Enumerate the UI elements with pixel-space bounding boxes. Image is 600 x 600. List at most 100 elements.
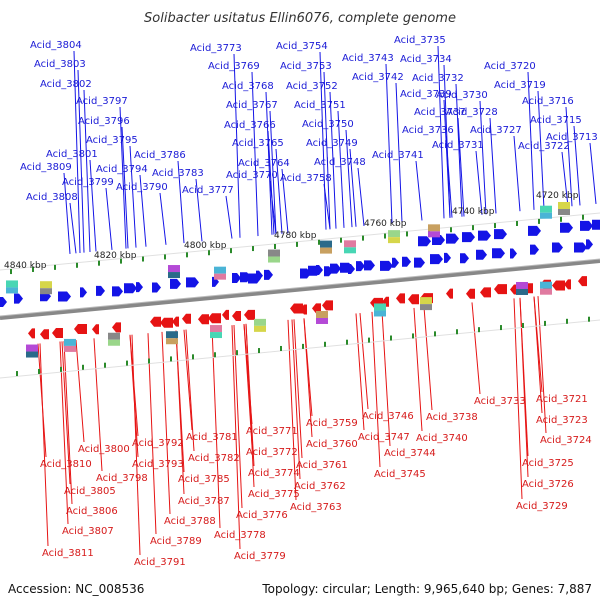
forward-gene-arrow [460,253,469,264]
forward-label-connector [275,148,283,234]
forward-label-connector [119,106,127,249]
tick-mark [566,318,568,324]
reverse-gene-label: Acid_3760 [306,439,358,450]
forward-label-connector [443,99,451,218]
forward-gene-label: Acid_3801 [46,149,98,160]
forward-gene-arrow [492,248,505,259]
reverse-gene-arrow [408,294,419,305]
reverse-gene-label: Acid_3810 [40,459,92,470]
forward-gene-arrow [392,257,399,268]
forward-gene-arrow [316,264,323,275]
forward-label-connector [537,90,545,209]
tick-mark [16,371,18,377]
reverse-gene-label: Acid_3726 [522,479,574,490]
tick-mark [230,248,232,254]
reverse-gene-arrow [112,322,121,333]
reverse-gene-label: Acid_3774 [248,468,300,479]
reverse-gene-label: Acid_3772 [246,447,298,458]
tick-mark [164,254,166,260]
reverse-gene-arrow [182,313,191,324]
forward-gene-label: Acid_3797 [76,96,128,107]
reverse-label-connector [39,343,49,547]
cog-category-block [64,338,76,346]
forward-gene-label: Acid_3722 [518,141,570,152]
forward-label-connector [349,148,357,227]
tick-mark [104,362,106,368]
tick-mark [340,237,342,243]
reverse-label-connector [381,310,391,447]
forward-label-connector [225,195,233,239]
reverse-gene-label: Acid_3740 [416,433,468,444]
reverse-gene-label: Acid_3725 [522,458,574,469]
reverse-gene-label: Acid_3723 [536,415,588,426]
forward-gene-label: Acid_3735 [394,35,446,46]
reverse-gene-label: Acid_3781 [186,432,238,443]
tick-mark [588,316,590,322]
genome-backbone-highlight [0,258,600,317]
tick-mark [494,223,496,229]
forward-label-connector [329,91,337,229]
reverse-gene-arrow [244,309,255,320]
reverse-gene-label: Acid_3811 [42,548,94,559]
cog-category-block [268,249,280,257]
forward-label-connector [139,174,147,247]
forward-label-connector [73,50,81,253]
forward-gene-label: Acid_3748 [314,157,366,168]
cog-category-block [214,266,226,274]
forward-gene-arrow [560,222,573,233]
cog-category-block [516,288,528,295]
cog-category-block [108,339,120,346]
scale-label: 4740 kbp [452,207,495,217]
forward-gene-arrow [552,242,563,253]
forward-label-connector [177,160,185,244]
cog-category-block [214,273,226,280]
tick-mark [582,214,584,220]
cog-category-block [420,297,432,305]
reverse-label-connector [413,307,423,432]
ring-edge-inner [0,319,600,379]
forward-label-connector [589,142,597,204]
forward-gene-label: Acid_3750 [302,119,354,130]
tick-mark [54,264,56,270]
label-connector-lines [37,45,597,556]
forward-gene-label: Acid_3727 [470,125,522,136]
forward-gene-label: Acid_3713 [546,132,598,143]
tick-mark [82,364,84,370]
cog-category-block [374,303,386,311]
tick-mark [412,333,414,339]
reverse-gene-label: Acid_3738 [426,412,478,423]
tick-mark [280,345,282,351]
reverse-gene-label: Acid_3806 [66,506,118,517]
tick-mark [362,235,364,241]
forward-gene-label: Acid_3732 [412,73,464,84]
forward-gene-label: Acid_3743 [342,53,394,64]
tick-mark [472,225,474,231]
reverse-gene-label: Acid_3775 [248,489,300,500]
forward-gene-label: Acid_3783 [152,168,204,179]
tick-mark [60,366,62,372]
tick-mark [500,325,502,331]
cog-category-block [388,230,400,238]
forward-gene-arrow [264,269,273,280]
tick-mark [450,227,452,233]
forward-gene-arrow [58,291,71,302]
scale-label: 4760 kbp [364,219,407,229]
cog-category-block [168,265,180,273]
reverse-gene-arrow [494,284,507,295]
reverse-gene-label: Acid_3792 [132,438,184,449]
forward-label-connector [105,187,113,250]
reverse-gene-label: Acid_3729 [516,501,568,512]
cog-category-block [254,325,266,332]
tick-mark [142,256,144,262]
forward-label-connector [195,178,203,242]
forward-gene-arrow [330,263,341,274]
cog-category-block [6,280,18,288]
genome-summary-text: Topology: circular; Length: 9,965,640 bp… [262,582,592,596]
reverse-gene-label: Acid_3793 [132,459,184,470]
forward-label-connector [415,160,423,221]
forward-label-connector [269,110,277,235]
cog-category-block [166,338,178,345]
forward-gene-label: Acid_3716 [522,96,574,107]
forward-gene-label: Acid_3786 [134,150,186,161]
